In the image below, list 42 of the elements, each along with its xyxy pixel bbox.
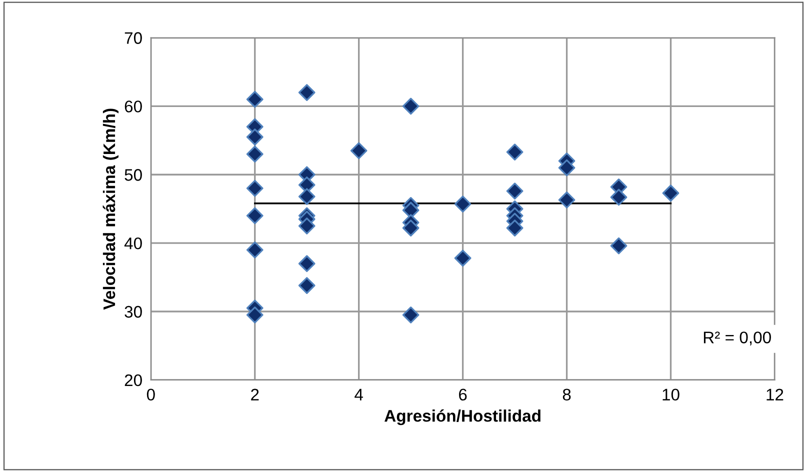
point xyxy=(298,255,316,272)
point xyxy=(246,90,264,108)
y-tick-label: 70 xyxy=(124,32,142,44)
point xyxy=(246,180,264,197)
point xyxy=(558,192,576,208)
y-tick-label: 20 xyxy=(124,374,142,386)
y-tick-label: 50 xyxy=(124,169,142,181)
y-tick-label: 40 xyxy=(124,237,142,250)
point xyxy=(506,182,524,200)
point xyxy=(246,207,264,224)
point xyxy=(298,84,316,101)
point xyxy=(454,196,472,213)
x-tick-label: 12 xyxy=(766,388,784,400)
point xyxy=(402,98,420,115)
x-tick-label: 2 xyxy=(251,388,259,400)
x-tick-label: 6 xyxy=(459,388,467,401)
point xyxy=(558,159,576,176)
y-tick-label: 30 xyxy=(124,306,142,318)
point xyxy=(402,306,420,324)
point xyxy=(454,250,472,267)
point xyxy=(298,188,316,205)
point xyxy=(246,146,264,163)
x-tick-label: 8 xyxy=(562,388,571,401)
point xyxy=(246,128,264,146)
point xyxy=(610,237,628,254)
point xyxy=(298,277,316,294)
x-tick-label: 0 xyxy=(146,388,155,401)
x-tick-label: 10 xyxy=(662,388,680,401)
point xyxy=(402,220,420,236)
point xyxy=(506,144,524,160)
annotation: R² = 0,00 xyxy=(704,332,771,346)
point xyxy=(350,142,368,160)
point xyxy=(298,218,316,234)
x-axis-title: Agresión/Hostilidad xyxy=(384,409,540,426)
y-tick-label: 60 xyxy=(124,100,142,112)
point xyxy=(246,306,264,324)
y-axis-title: Velocidad máxima (Km/h) xyxy=(102,108,118,310)
point xyxy=(662,184,680,202)
point xyxy=(610,188,628,206)
point xyxy=(506,220,524,236)
point xyxy=(246,241,264,258)
x-tick-label: 4 xyxy=(354,388,363,400)
